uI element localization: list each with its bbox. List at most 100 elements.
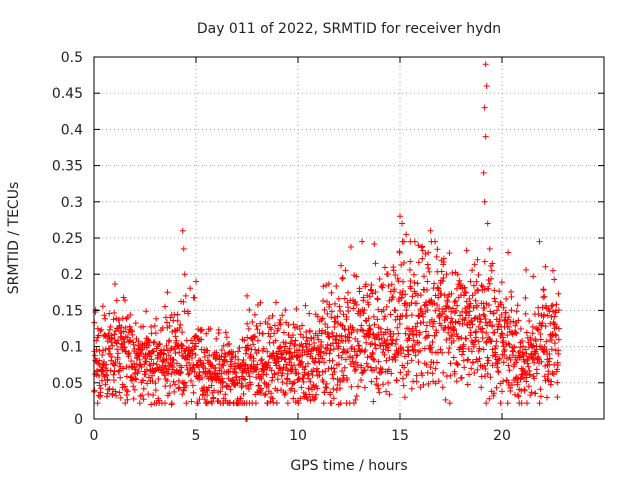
data-point <box>323 380 330 387</box>
data-point <box>125 338 132 345</box>
data-point <box>481 305 488 312</box>
data-point <box>368 282 375 289</box>
data-point <box>103 361 110 368</box>
data-point <box>543 338 550 345</box>
data-point <box>150 339 157 346</box>
y-tick-label: 0.45 <box>52 86 83 102</box>
data-point <box>135 368 142 375</box>
data-point <box>349 354 356 361</box>
data-point <box>445 293 452 300</box>
data-point <box>416 340 423 347</box>
data-point <box>161 400 168 407</box>
data-point <box>534 355 541 362</box>
data-point <box>354 328 361 335</box>
data-point <box>310 334 317 341</box>
data-point <box>494 326 501 333</box>
data-point <box>166 322 173 329</box>
data-point <box>145 337 152 344</box>
data-point <box>321 306 328 313</box>
data-point <box>483 339 490 346</box>
data-point <box>518 371 525 378</box>
data-point <box>474 256 481 263</box>
data-point <box>98 377 105 384</box>
data-point <box>166 337 173 344</box>
data-point <box>106 326 113 333</box>
data-point <box>380 306 387 313</box>
data-point <box>555 325 562 332</box>
data-point <box>372 260 379 267</box>
data-point <box>326 350 333 357</box>
data-point <box>324 345 331 352</box>
data-point <box>512 329 519 336</box>
data-point <box>124 388 131 395</box>
data-point <box>108 353 115 360</box>
data-point <box>179 391 186 398</box>
data-point <box>373 375 380 382</box>
data-point <box>279 312 286 319</box>
data-point <box>314 332 321 339</box>
data-point <box>279 379 286 386</box>
data-point <box>230 376 237 383</box>
data-point <box>129 331 136 338</box>
data-point <box>458 374 465 381</box>
y-tick-label: 0.2 <box>61 267 83 283</box>
data-point <box>536 400 543 407</box>
data-point <box>213 335 220 342</box>
data-point <box>520 353 527 360</box>
data-point <box>217 388 224 395</box>
data-point <box>273 400 280 407</box>
data-point <box>528 351 535 358</box>
data-point <box>245 385 252 392</box>
data-point <box>500 359 507 366</box>
data-point <box>437 346 444 353</box>
data-point <box>446 250 453 257</box>
data-point <box>324 310 331 317</box>
data-point <box>152 330 159 337</box>
data-point <box>447 360 454 367</box>
data-point <box>323 282 330 289</box>
data-point <box>288 385 295 392</box>
data-point <box>152 387 159 394</box>
data-point <box>554 379 561 386</box>
data-point <box>284 367 291 374</box>
data-point <box>235 348 242 355</box>
data-point <box>388 370 395 377</box>
data-point <box>167 361 174 368</box>
data-point <box>130 341 137 348</box>
data-point <box>125 353 132 360</box>
data-point <box>405 368 412 375</box>
data-point <box>450 326 457 333</box>
data-point <box>433 253 440 260</box>
data-point <box>438 290 445 297</box>
data-point <box>170 357 177 364</box>
data-point <box>467 300 474 307</box>
data-point <box>408 312 415 319</box>
data-point <box>468 348 475 355</box>
data-point <box>510 348 517 355</box>
data-point <box>116 367 123 374</box>
data-point <box>203 330 210 337</box>
data-point <box>451 370 458 377</box>
data-point <box>308 345 315 352</box>
data-point <box>530 273 537 280</box>
data-point <box>400 278 407 285</box>
data-point <box>512 322 519 329</box>
data-point <box>322 321 329 328</box>
data-point <box>179 227 186 234</box>
data-point <box>490 392 497 399</box>
data-point <box>193 278 199 285</box>
data-point <box>227 399 234 406</box>
data-point <box>336 385 343 392</box>
data-point <box>442 303 449 310</box>
data-point <box>198 326 205 333</box>
data-point <box>329 357 336 364</box>
data-point <box>478 282 485 289</box>
data-point <box>497 400 504 407</box>
data-point <box>529 330 536 337</box>
data-point <box>495 356 502 363</box>
data-point <box>518 400 525 407</box>
data-point <box>429 338 436 345</box>
data-point <box>353 301 360 308</box>
data-point <box>177 321 184 328</box>
data-point <box>535 310 542 317</box>
